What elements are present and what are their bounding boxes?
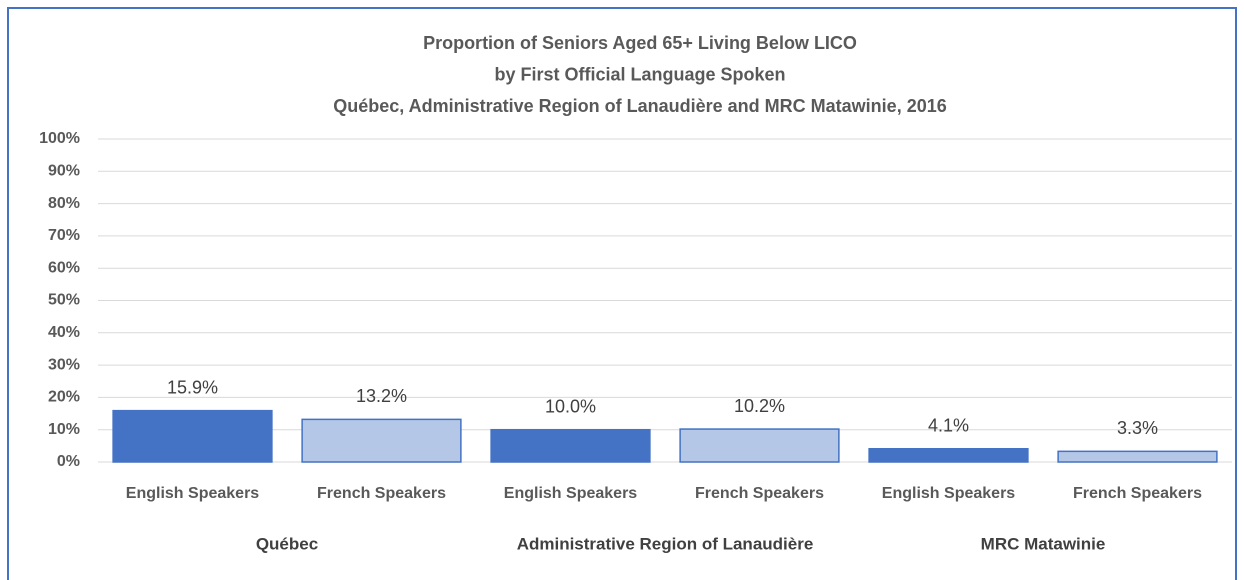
y-tick-label: 100%	[39, 130, 80, 147]
x-tick-label: French Speakers	[317, 485, 446, 502]
chart-title: by First Official Language Spoken	[494, 64, 785, 84]
chart-title: Québec, Administrative Region of Lanaudi…	[333, 96, 946, 116]
bar	[679, 428, 840, 463]
y-tick-label: 90%	[48, 163, 80, 180]
bar	[868, 448, 1029, 463]
y-tick-label: 10%	[48, 421, 80, 438]
y-tick-label: 20%	[48, 389, 80, 406]
bar	[1057, 450, 1218, 463]
y-tick-label: 40%	[48, 324, 80, 341]
bar	[301, 418, 462, 463]
bar	[112, 409, 273, 463]
y-tick-label: 0%	[57, 453, 80, 470]
y-tick-label: 70%	[48, 227, 80, 244]
value-label: 4.1%	[928, 416, 969, 436]
x-tick-label: English Speakers	[882, 485, 1015, 502]
y-tick-label: 50%	[48, 292, 80, 309]
chart-title: Proportion of Seniors Aged 65+ Living Be…	[423, 33, 857, 53]
x-tick-label: French Speakers	[1073, 485, 1202, 502]
value-label: 10.2%	[734, 396, 785, 416]
y-tick-label: 30%	[48, 356, 80, 373]
value-label: 13.2%	[356, 386, 407, 406]
group-label: MRC Matawinie	[981, 534, 1106, 553]
value-label: 3.3%	[1117, 418, 1158, 438]
x-tick-label: English Speakers	[126, 485, 259, 502]
group-label: Administrative Region of Lanaudière	[517, 534, 814, 553]
y-tick-label: 60%	[48, 259, 80, 276]
x-tick-label: French Speakers	[695, 485, 824, 502]
y-tick-label: 80%	[48, 195, 80, 212]
value-label: 15.9%	[167, 377, 218, 397]
group-label: Québec	[256, 534, 318, 553]
x-tick-label: English Speakers	[504, 485, 637, 502]
chart-frame	[7, 7, 1237, 580]
bar	[490, 428, 651, 463]
value-label: 10.0%	[545, 396, 596, 416]
